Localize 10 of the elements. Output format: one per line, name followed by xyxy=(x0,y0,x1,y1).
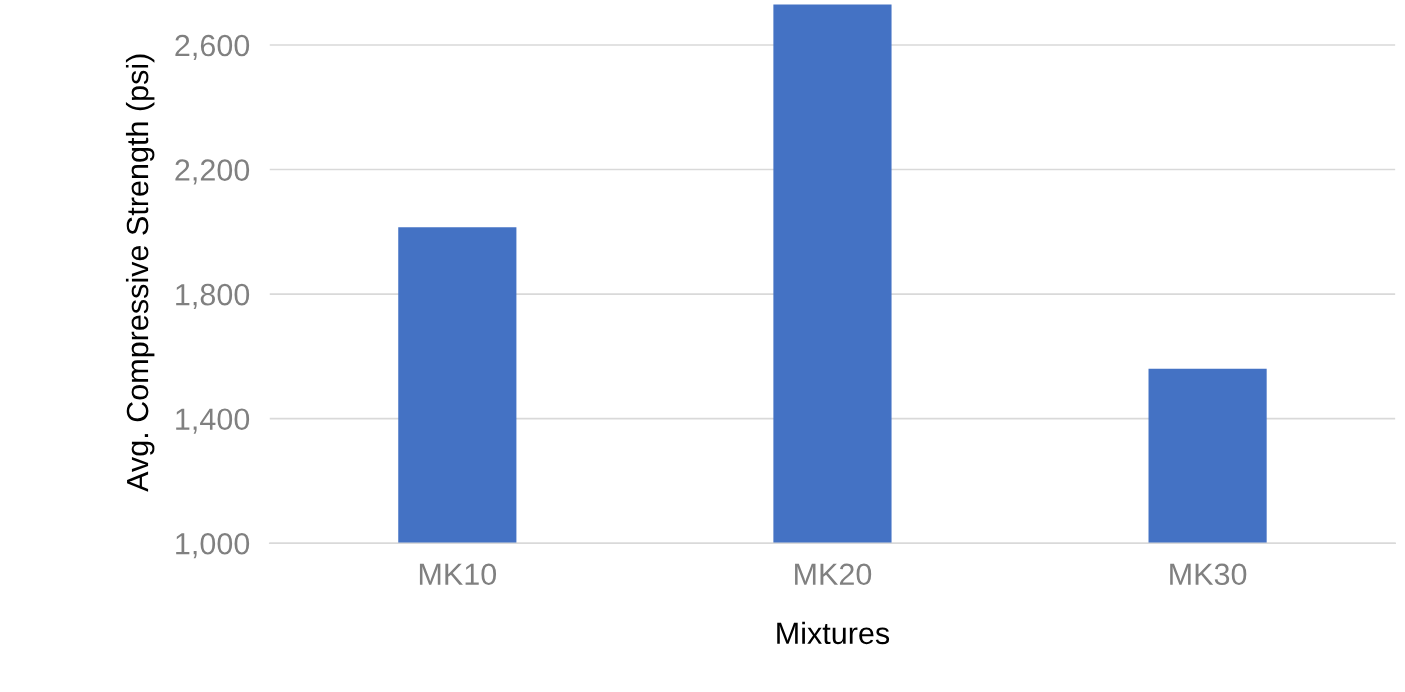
y-tick-label: 1,000 xyxy=(176,532,250,559)
y-tick-label: 1,800 xyxy=(176,283,250,310)
y-tick-label: 1,400 xyxy=(176,408,250,434)
y-tick-label: 2,200 xyxy=(175,159,250,185)
y-tick-label: 2,600 xyxy=(175,34,250,60)
y-axis-title: Avg. Compressive Strength (psi) xyxy=(125,54,155,492)
x-tick-label: MK20 xyxy=(795,563,872,586)
x-tick-label: MK30 xyxy=(1170,563,1247,586)
x-axis-title: Mixtures xyxy=(777,621,890,645)
x-tick-label: MK10 xyxy=(419,563,497,586)
